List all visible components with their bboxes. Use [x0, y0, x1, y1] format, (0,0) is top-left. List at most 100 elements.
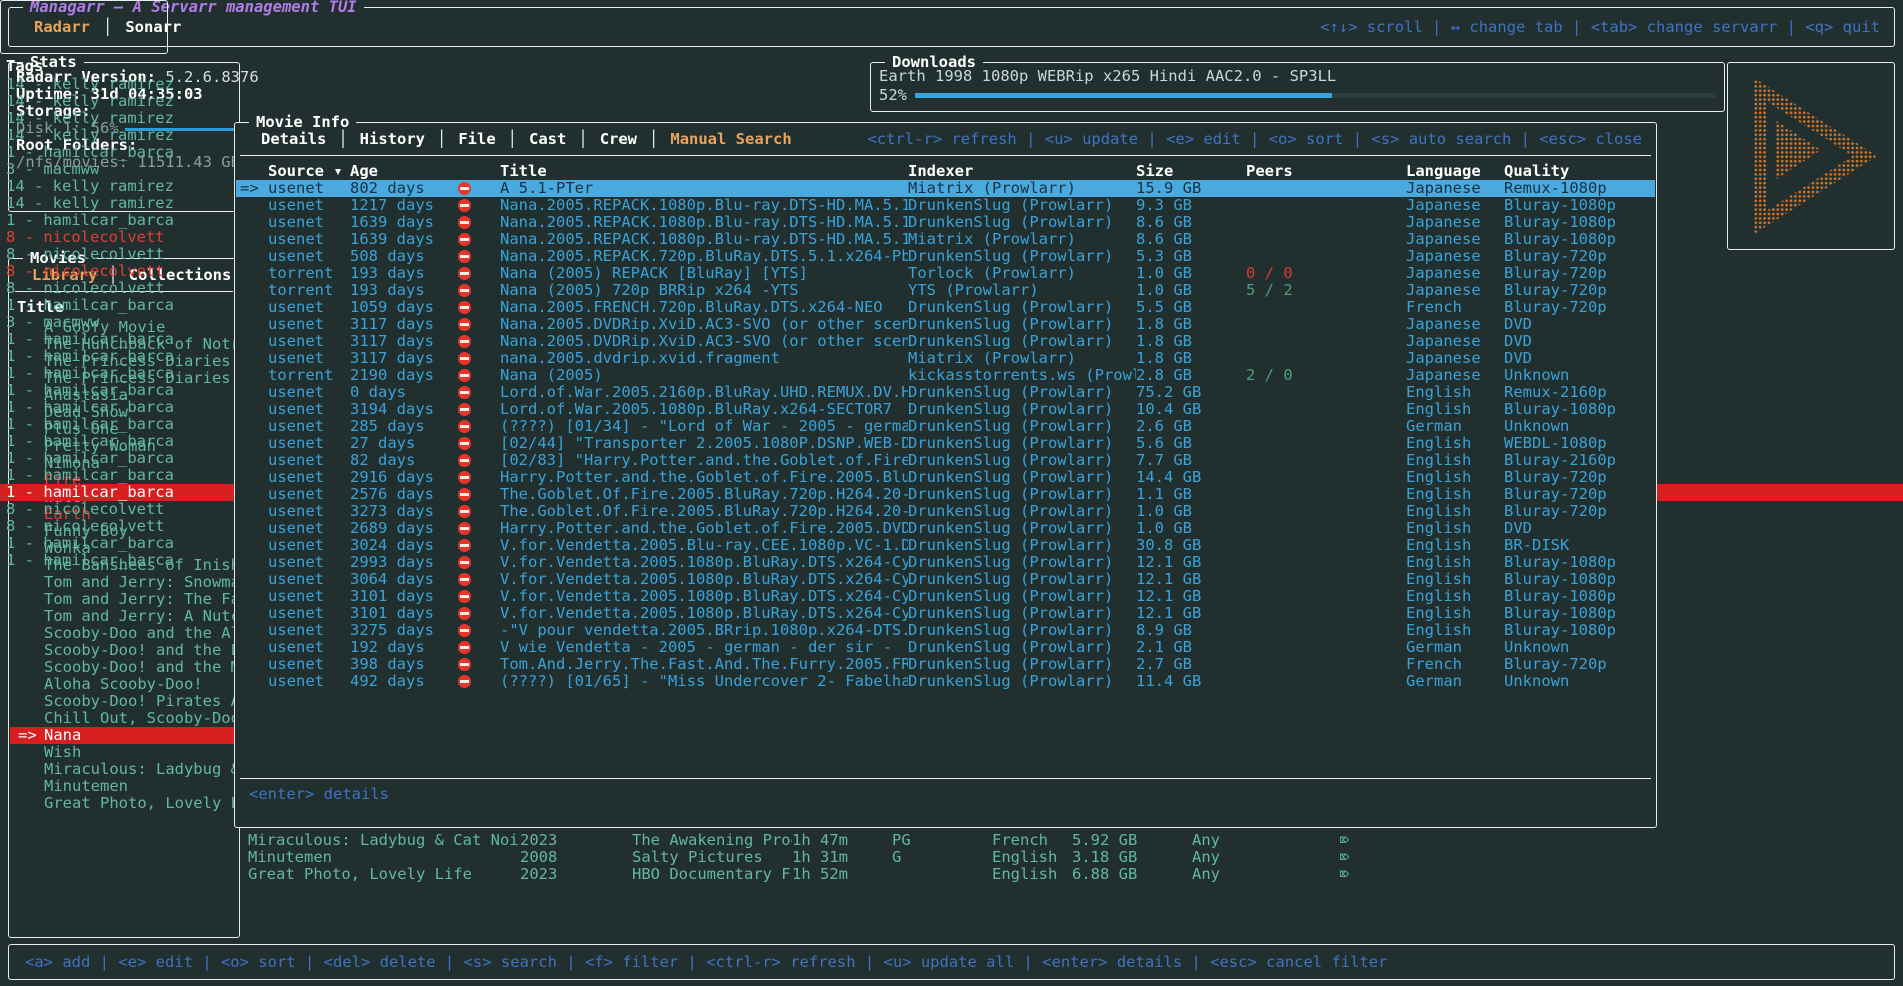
movies-list[interactable]: A Goofy Movie The Hunchback of Notr The Pr…: [10, 319, 238, 933]
release-row[interactable]: usenet 3117 days Nana.2005.DVDRip.XviD.AC3…: [236, 316, 1655, 333]
tab-history[interactable]: History: [359, 130, 425, 148]
movie-list-item[interactable]: Anastasia: [10, 387, 238, 404]
tag-list-item[interactable]: 1 - hamilcar_barca: [6, 398, 174, 416]
movie-list-item[interactable]: Miraculous: Ladybug & Cat Noir, The Movi…: [10, 761, 238, 778]
release-row[interactable]: usenet 508 days Nana.2005.REPACK.720p.BluR…: [236, 248, 1655, 265]
movie-list-item[interactable]: Minutemen: [10, 778, 238, 795]
release-row[interactable]: torrent 2190 days Nana (2005) kickasstorren…: [236, 367, 1655, 384]
tab-collections[interactable]: Collections: [128, 266, 232, 284]
release-row[interactable]: usenet 1639 days Nana.2005.REPACK.1080p.Bl…: [236, 214, 1655, 231]
movie-list-item[interactable]: Tom and Jerry: Snowma: [10, 574, 238, 591]
release-row[interactable]: usenet 192 days V wie Vendetta - 2005 - ge…: [236, 639, 1655, 656]
tab-file[interactable]: File: [458, 130, 496, 148]
release-row[interactable]: usenet 82 days [02/83] "Harry.Potter.and.t…: [236, 452, 1655, 469]
tab-cast[interactable]: Cast: [529, 130, 567, 148]
tab-library[interactable]: Library: [32, 266, 98, 284]
tag-list-item[interactable]: 1 - hamilcar_barca: [6, 296, 174, 314]
movie-list-item[interactable]: A Goofy Movie: [10, 319, 238, 336]
tag-list-item[interactable]: 1 - hamilcar_barca: [6, 347, 174, 365]
movie-list-item[interactable]: Scooby-Doo and the Al: [10, 625, 238, 642]
release-row[interactable]: usenet 1217 days Nana.2005.REPACK.1080p.Bl…: [236, 197, 1655, 214]
movie-list-item[interactable]: Funny Boy: [10, 523, 238, 540]
tag-list-item[interactable]: 1 - hamilcar_barca: [6, 364, 174, 382]
tag-list-item[interactable]: 1 - hamilcar_barca: [6, 466, 174, 484]
movie-list-item[interactable]: Scooby-Doo! and the M: [10, 659, 238, 676]
release-row[interactable]: usenet 3194 days Lord.of.War.2005.1080p.Bl…: [236, 401, 1655, 418]
release-row[interactable]: usenet 285 days (????) [01/34] - "Lord of …: [236, 418, 1655, 435]
release-row[interactable]: usenet 3064 days V.for.Vendetta.2005.1080p…: [236, 571, 1655, 588]
library-movie-table[interactable]: Miraculous: Ladybug & Cat Noir, The Movi…: [248, 832, 1648, 907]
tab-crew[interactable]: Crew: [599, 130, 638, 148]
tag-list-item[interactable]: 1 - hamilcar_barca: [6, 551, 174, 569]
movie-list-item[interactable]: Wonka: [10, 540, 238, 557]
release-row[interactable]: usenet 2689 days Harry.Potter.and.the.Gobl…: [236, 520, 1655, 537]
tag-list-item[interactable]: 14 - kelly ramirez: [6, 194, 174, 212]
tab-radarr[interactable]: Radarr: [34, 18, 90, 36]
tag-list-item[interactable]: 1 - hamilcar_barca: [6, 211, 174, 229]
movie-list-item[interactable]: Earth: [10, 506, 238, 523]
tag-list-item[interactable]: 14 - kelly ramirez: [6, 92, 174, 110]
movie-list-item[interactable]: Pretty Woman: [10, 438, 238, 455]
movie-list-item[interactable]: Aloha Scooby-Doo!: [10, 676, 238, 693]
movie-list-item[interactable]: The Hunchback of Notr: [10, 336, 238, 353]
tag-list-item[interactable]: 8 - nicolecolvett: [6, 262, 165, 280]
movie-list-item[interactable]: The Princess Diaries: [10, 353, 238, 370]
release-row[interactable]: usenet 27 days [02/44] "Transporter 2.2005…: [236, 435, 1655, 452]
movie-list-item[interactable]: Tom and Jerry: A Nutc: [10, 608, 238, 625]
movie-list-item[interactable]: Scooby-Doo! and the L: [10, 642, 238, 659]
release-row[interactable]: usenet 398 days Tom.And.Jerry.The.Fast.And…: [236, 656, 1655, 673]
release-row[interactable]: usenet 3101 days V.for.Vendetta.2005.1080p…: [236, 605, 1655, 622]
tag-list-item[interactable]: 14 - kelly ramirez: [6, 109, 174, 127]
movie-list-item[interactable]: Nimona: [10, 455, 238, 472]
movie-list-item[interactable]: Tom and Jerry: The Fa: [10, 591, 238, 608]
release-row[interactable]: torrent 193 days Nana (2005) REPACK [BluRa…: [236, 265, 1655, 282]
tab-details[interactable]: Details: [261, 130, 327, 148]
tab-manual-search[interactable]: Manual Search: [670, 130, 792, 148]
tag-list-item[interactable]: 14 - kelly ramirez: [6, 126, 174, 144]
release-row[interactable]: usenet 3101 days V.for.Vendetta.2005.1080p…: [236, 588, 1655, 605]
tag-list-item[interactable]: 8 - nicolecolvett: [6, 279, 165, 297]
movie-list-item[interactable]: Scooby-Doo! Pirates A: [10, 693, 238, 710]
movie-list-item[interactable]: => Nana: [10, 727, 238, 744]
release-row[interactable]: usenet 2993 days V.for.Vendetta.2005.1080p…: [236, 554, 1655, 571]
table-row[interactable]: Minutemen 2008 Salty Pictures 1h 31m G Englis…: [248, 849, 1648, 866]
release-row[interactable]: usenet 3117 days Nana.2005.DVDRip.XviD.AC3…: [236, 333, 1655, 350]
tag-list-item[interactable]: 3 - macmww: [6, 160, 100, 178]
tags-list[interactable]: 14 - kelly ramirez 14 - kelly ramirez 14 -…: [0, 76, 1903, 986]
tag-list-item[interactable]: 3 - macmww: [6, 313, 100, 331]
release-table[interactable]: Source ▾ Age Title Indexer Size Peers Language…: [236, 163, 1655, 775]
tag-list-item[interactable]: 1 - hamilcar_barca: [6, 415, 174, 433]
movies-tabs[interactable]: Library │ Collections: [21, 267, 242, 284]
release-row[interactable]: usenet 492 days (????) [01/65] - "Miss Und…: [236, 673, 1655, 690]
movie-list-item[interactable]: Wish: [10, 744, 238, 761]
movie-list-item[interactable]: Great Photo, Lovely Life: [10, 795, 238, 812]
release-row[interactable]: usenet 3275 days -"V pour vendetta.2005.BR…: [236, 622, 1655, 639]
movie-info-tabs[interactable]: Details │ History │ File │ Cast │ Crew │…: [249, 131, 804, 148]
tag-list-item[interactable]: 8 - nicolecolvett: [6, 517, 165, 535]
header-source[interactable]: Source ▾: [268, 163, 343, 180]
release-row[interactable]: usenet 3273 days The.Goblet.Of.Fire.2005.B…: [236, 503, 1655, 520]
tag-list-item[interactable]: 1 - hamilcar_barca: [6, 449, 174, 467]
table-row[interactable]: Miraculous: Ladybug & Cat Noir, The Movi…: [248, 832, 1648, 849]
movie-list-item[interactable]: Dead Snow: [10, 404, 238, 421]
movie-list-item[interactable]: Plus One: [10, 421, 238, 438]
release-row[interactable]: usenet 1059 days Nana.2005.FRENCH.720p.Blu…: [236, 299, 1655, 316]
movie-list-item[interactable]: The Banshees of Inish: [10, 557, 238, 574]
release-row[interactable]: usenet 0 days Lord.of.War.2005.2160p.BluRa…: [236, 384, 1655, 401]
release-row[interactable]: => usenet 802 days A 5.1-PTer Miatrix (Prowl…: [236, 180, 1655, 197]
tag-list-item[interactable]: 14 - kelly ramirez: [6, 76, 174, 93]
release-row[interactable]: usenet 2916 days Harry.Potter.and.the.Gobl…: [236, 469, 1655, 486]
tag-list-item[interactable]: 1 - hamilcar_barca: [6, 534, 174, 552]
tag-list-item[interactable]: 8 - nicolecolvett: [6, 500, 165, 518]
release-row[interactable]: usenet 3024 days V.for.Vendetta.2005.Blu-r…: [236, 537, 1655, 554]
release-row[interactable]: usenet 2576 days The.Goblet.Of.Fire.2005.B…: [236, 486, 1655, 503]
tag-list-item[interactable]: 8 - nicolecolvett: [6, 228, 165, 246]
release-row[interactable]: usenet 3117 days nana.2005.dvdrip.xvid.fra…: [236, 350, 1655, 367]
tag-list-item[interactable]: 1 - hamilcar_barca: [6, 143, 174, 161]
tag-list-item[interactable]: 1 - hamilcar_barca: [6, 381, 174, 399]
movie-list-item[interactable]: The Princess Diaries: [10, 370, 238, 387]
table-row[interactable]: Great Photo, Lovely Life 2023 HBO Document…: [248, 866, 1648, 883]
tag-list-item[interactable]: 1 - hamilcar_barca: [6, 330, 174, 348]
tag-list-item[interactable]: 1 - hamilcar_barca: [6, 432, 174, 450]
movie-list-item[interactable]: Chill Out, Scooby-Doo: [10, 710, 238, 727]
